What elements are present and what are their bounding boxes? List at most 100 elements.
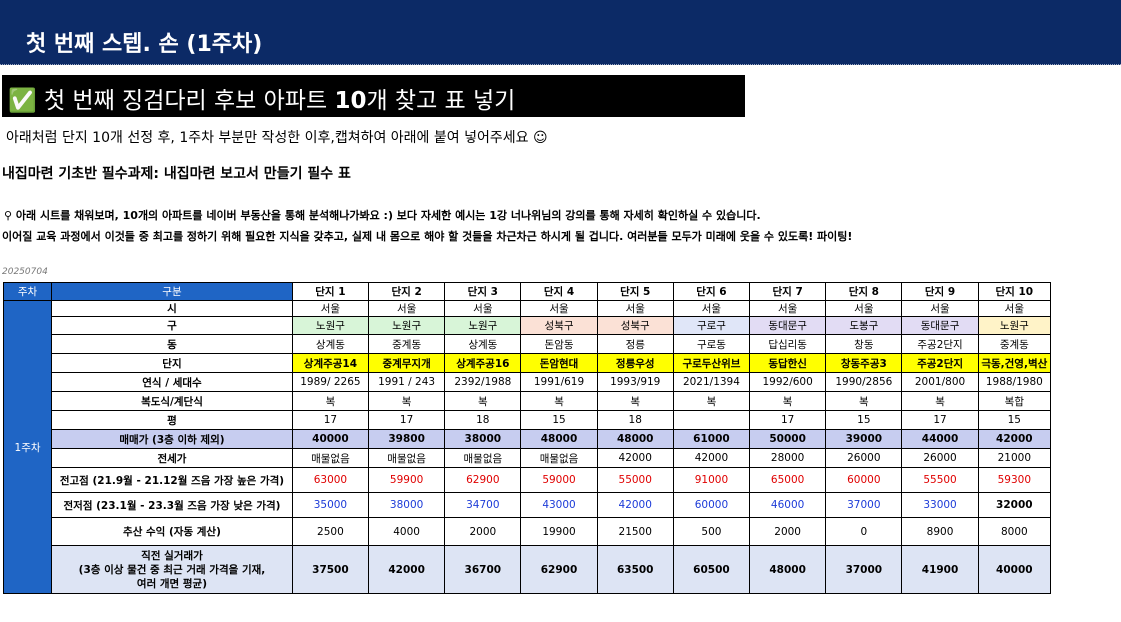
table-cell: 40000: [291, 429, 370, 449]
note-line-1: ⚲ 아래 시트를 채워보며, 10개의 아파트를 네이버 부동산을 통해 분석해…: [4, 209, 761, 222]
table-cell: 주공2단지: [901, 353, 979, 373]
table-row: 동 상계동 중계동 상계동 돈암동 정릉 구로동 답십리동 창동 주공2단지 중…: [4, 334, 1052, 354]
table-cell: 정릉우성: [596, 353, 674, 373]
row-label: 단지: [51, 353, 293, 373]
table-cell: 26000: [825, 448, 903, 468]
table-cell: 정릉: [596, 334, 674, 354]
table-row: 1주차 시 서울 서울 서울 서울 서울 서울 서울 서울 서울 서울: [2, 300, 1052, 594]
table-header-row: 주차 구분 단지 1 단지 2 단지 3 단지 4 단지 5 단지 6 단지 7…: [2, 282, 1052, 301]
table-row: 복도식/계단식 복 복 복 복 복 복 복 복 복 복합: [4, 391, 1052, 411]
category-header: 구분: [51, 282, 293, 301]
table-cell: 복합: [977, 391, 1052, 411]
table-cell: 19900: [520, 517, 598, 546]
banner: ✅ 첫 번째 징검다리 후보 아파트 10개 찾고 표 넣기: [2, 75, 745, 117]
table-cell: 59900: [368, 467, 446, 493]
table-cell: 1990/2856: [825, 372, 903, 392]
table-cell: 매물없음: [520, 448, 598, 468]
table-cell: 1991 / 243: [368, 372, 446, 392]
table-cell: 2001/800: [901, 372, 979, 392]
table-cell: 48000: [749, 545, 827, 594]
banner-bold: 10: [334, 88, 367, 114]
table-cell: 주공2단지: [901, 334, 979, 354]
complex-header: 단지 4: [520, 282, 598, 301]
table-cell: 17: [901, 410, 979, 430]
row-label: 전세가: [51, 448, 293, 468]
table-cell: 38000: [444, 429, 522, 449]
table-cell: 매물없음: [444, 448, 522, 468]
complex-header: 단지 1: [291, 282, 370, 301]
table-cell: 55500: [901, 467, 979, 493]
note-line-2: 이어질 교육 과정에서 이것들 중 최고를 정하기 위해 필요한 지식을 갖추고…: [2, 230, 853, 243]
table-cell: 중계무지개: [368, 353, 446, 373]
table-cell: 0: [825, 517, 903, 546]
complex-header: 단지 3: [444, 282, 522, 301]
table-cell: 63500: [596, 545, 674, 594]
table-row: 전저점 (23.1월 - 23.3월 즈음 가장 낮은 가격) 35000 38…: [4, 492, 1052, 518]
table-cell: 59000: [520, 467, 598, 493]
table-cell: 노원구: [291, 316, 370, 335]
row-label: 매매가 (3층 이하 제외): [51, 429, 293, 449]
table-cell: 65000: [749, 467, 827, 493]
table-cell: 복: [444, 391, 522, 411]
table-cell: 17: [368, 410, 446, 430]
complex-header: 단지 8: [825, 282, 903, 301]
table-cell: 37000: [825, 545, 903, 594]
row-label: 추산 수익 (자동 계산): [51, 517, 293, 546]
table-cell: 48000: [596, 429, 674, 449]
table-cell: 15: [977, 410, 1052, 430]
table-cell: 돈암현대: [520, 353, 598, 373]
table-cell: 4000: [368, 517, 446, 546]
table-cell: 복: [520, 391, 598, 411]
row-label: 전고점 (21.9월 - 21.12월 즈음 가장 높은 가격): [51, 467, 293, 493]
table-row: 단지 상계주공14 중계무지개 상계주공16 돈암현대 정릉우성 구로두산위브 …: [4, 353, 1052, 373]
check-icon: ✅: [8, 88, 37, 114]
table-cell: 도봉구: [825, 316, 903, 335]
table-cell: 중계동: [977, 334, 1052, 354]
table-cell: 창동주공3: [825, 353, 903, 373]
table-cell: 서울: [672, 300, 751, 317]
week-header: 주차: [2, 282, 53, 301]
table-cell: [672, 410, 751, 430]
table-cell: 노원구: [368, 316, 446, 335]
table-cell: 34700: [444, 492, 522, 518]
table-cell: 서울: [901, 300, 979, 317]
table-cell: 44000: [901, 429, 979, 449]
week-label: 1주차: [2, 300, 53, 594]
instruction-text: 아래처럼 단지 10개 선정 후, 1주차 부분만 작성한 이후,캡쳐하여 아래…: [6, 130, 548, 146]
row-label-multiline: 직전 실거래가 (3층 이상 물건 중 최근 거래 가격을 기재, 여러 개면 …: [51, 545, 293, 594]
table-cell: 61000: [672, 429, 751, 449]
table-cell: 91000: [672, 467, 751, 493]
table-cell: 8900: [901, 517, 979, 546]
table-row: 구 노원구 노원구 노원구 성북구 성북구 구로구 동대문구 도봉구 동대문구 …: [4, 316, 1052, 335]
table-cell: 15: [825, 410, 903, 430]
table-row: 추산 수익 (자동 계산) 2500 4000 2000 19900 21500…: [4, 517, 1052, 546]
table-cell: 32000: [977, 492, 1052, 518]
table-row-last: 직전 실거래가 (3층 이상 물건 중 최근 거래 가격을 기재, 여러 개면 …: [3, 545, 1052, 594]
table-cell: 서울: [825, 300, 903, 317]
table-cell: 55000: [596, 467, 674, 493]
table-cell: 복: [368, 391, 446, 411]
table-cell: 62900: [444, 467, 522, 493]
table-cell: 2021/1394: [672, 372, 751, 392]
table-cell: 40000: [977, 545, 1052, 594]
table-cell: 복: [291, 391, 370, 411]
table-cell: 중계동: [368, 334, 446, 354]
table-cell: 42000: [596, 492, 674, 518]
table-cell: 동대문구: [901, 316, 979, 335]
row-label: 시: [51, 300, 293, 317]
table-cell: 서울: [749, 300, 827, 317]
table-cell: 18: [444, 410, 522, 430]
table-cell: 41900: [901, 545, 979, 594]
table-cell: 28000: [749, 448, 827, 468]
table-cell: 39800: [368, 429, 446, 449]
table-cell: 38000: [368, 492, 446, 518]
slide-title: 첫 번째 스텝. 손 (1주차): [26, 32, 263, 57]
table-cell: 상계주공14: [291, 353, 370, 373]
complex-header: 단지 2: [368, 282, 446, 301]
date-label: 20250704: [2, 267, 48, 277]
table-cell: 상계동: [291, 334, 370, 354]
table-cell: 노원구: [444, 316, 522, 335]
table-cell: 2500: [291, 517, 370, 546]
table-cell: 서울: [977, 300, 1052, 317]
table-cell: 구로동: [672, 334, 751, 354]
